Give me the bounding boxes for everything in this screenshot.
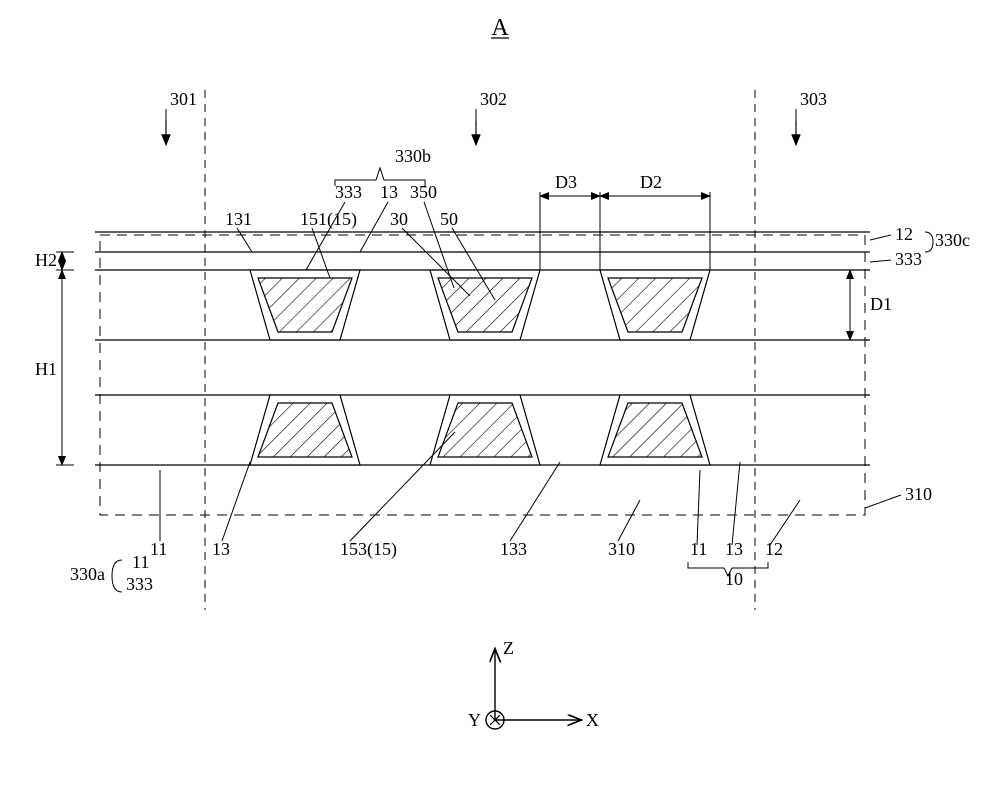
callout-leader — [510, 462, 560, 541]
callout-label: 12 — [895, 224, 913, 244]
callout-label: 30 — [390, 209, 408, 229]
callout-leader — [770, 500, 800, 545]
callout-label: 13 — [725, 539, 743, 559]
dim-label: H1 — [35, 359, 57, 379]
dim-label: D3 — [555, 172, 577, 192]
callout-label: 151(15) — [300, 209, 357, 230]
callout-label: 13 — [380, 182, 398, 202]
dim-label: H2 — [35, 250, 57, 270]
callout-leader — [870, 235, 891, 240]
callout-leader — [222, 462, 250, 541]
callout-leader — [360, 202, 388, 252]
callout-label: 310 — [905, 484, 932, 504]
brace-330a — [112, 560, 122, 592]
dim-label: D1 — [870, 294, 892, 314]
axis-label-x: X — [586, 710, 599, 730]
region-label: 301 — [170, 89, 197, 109]
callout-label: 11 — [690, 539, 707, 559]
brace-label: 330c — [935, 230, 970, 250]
callout-leader — [697, 470, 700, 545]
callout-label: 50 — [440, 209, 458, 229]
callout-label: 11 — [150, 539, 167, 559]
callout-label: 133 — [500, 539, 527, 559]
callout-leader — [618, 500, 640, 541]
callout-leader — [350, 432, 455, 541]
callout-label: 13 — [212, 539, 230, 559]
region-label: 302 — [480, 89, 507, 109]
axis-label-y: Y — [468, 710, 481, 730]
figure-title: A — [491, 15, 509, 41]
axis-label-z: Z — [503, 638, 514, 658]
callout-label: 333 — [895, 249, 922, 269]
region-label: 303 — [800, 89, 827, 109]
brace-label: 330b — [395, 146, 431, 166]
callout-label: 333 — [126, 574, 153, 594]
callout-label: 12 — [765, 539, 783, 559]
dim-label: D2 — [640, 172, 662, 192]
brace-label: 10 — [725, 569, 743, 589]
callout-label: 310 — [608, 539, 635, 559]
callout-label: 11 — [132, 552, 149, 572]
diagram-canvas: A 301 302 303 H1 H2 D1 D2 D3 131 151(15) 30 50 12 333 3… — [0, 0, 1000, 796]
callout-label: 153(15) — [340, 539, 397, 560]
callout-label: 350 — [410, 182, 437, 202]
brace-label: 330a — [70, 564, 105, 584]
callout-leader — [732, 462, 740, 545]
callout-leader — [865, 495, 901, 508]
callout-label: 131 — [225, 209, 252, 229]
brace-330c — [925, 232, 933, 252]
callout-label: 333 — [335, 182, 362, 202]
callout-leader — [870, 260, 891, 262]
